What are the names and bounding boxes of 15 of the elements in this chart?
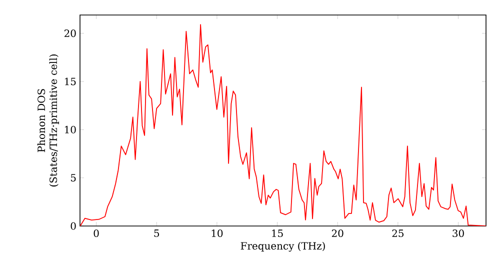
x-tick-label: 25 bbox=[392, 230, 404, 238]
x-tick-label: 20 bbox=[332, 230, 344, 238]
y-tick-label: 20 bbox=[64, 30, 76, 38]
x-tick-label: 30 bbox=[452, 230, 464, 238]
line-series bbox=[80, 24, 486, 226]
y-tick-label: 15 bbox=[65, 78, 76, 86]
x-axis-title: Frequency (THz) bbox=[240, 242, 325, 252]
y-axis-title: Phonon DOS (States/THz·primitive cell) bbox=[37, 54, 59, 186]
x-tick-label: 10 bbox=[212, 230, 223, 238]
x-tick-label: 0 bbox=[94, 230, 99, 238]
x-tick-label: 15 bbox=[272, 230, 283, 238]
y-tick-label: 0 bbox=[70, 222, 76, 230]
y-tick-label: 5 bbox=[70, 174, 76, 182]
x-tick-label: 5 bbox=[154, 230, 160, 237]
y-tick-label: 10 bbox=[65, 126, 76, 134]
